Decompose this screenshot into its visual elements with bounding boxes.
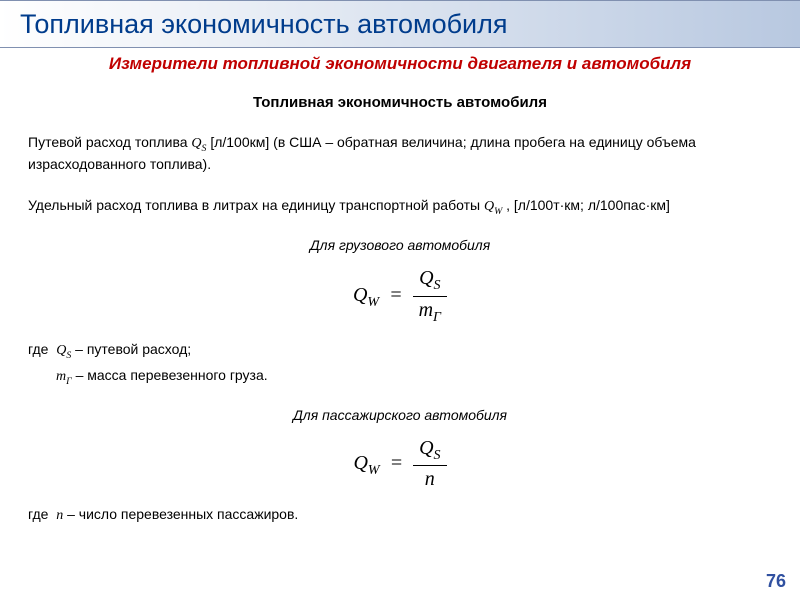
f2-den: n: [413, 466, 446, 493]
title-bar: Топливная экономичность автомобиля: [0, 0, 800, 48]
where2-line: mГ – масса перевезенного груза.: [28, 366, 772, 388]
formula-truck: QW = QS mГ: [28, 265, 772, 328]
passenger-label: Для пассажирского автомобиля: [28, 406, 772, 425]
where-label: где: [28, 341, 48, 357]
var-qs: QS: [191, 136, 206, 151]
para1-pre: Путевой расход топлива: [28, 134, 191, 150]
para2-pre: Удельный расход топлива в литрах на един…: [28, 197, 484, 213]
where2-text: – масса перевезенного груза.: [72, 367, 268, 383]
var-qw: QW: [484, 199, 502, 214]
para2-post: , [л/100т·км; л/100пас·км]: [502, 197, 670, 213]
f2-num: QS: [413, 435, 446, 467]
subtitle: Измерители топливной экономичности двига…: [0, 54, 800, 74]
f1-den: mГ: [413, 297, 447, 328]
truck-label: Для грузового автомобиля: [28, 236, 772, 255]
where3-text: – число перевезенных пассажиров.: [63, 506, 298, 522]
f2-lhs: QW: [353, 452, 379, 474]
where-block-1: где QS – путевой расход; mГ – масса пере…: [28, 340, 772, 388]
where1-text: – путевой расход;: [71, 341, 191, 357]
page-number: 76: [766, 571, 786, 592]
f1-fraction: QS mГ: [413, 265, 447, 328]
where2-var: mГ: [56, 369, 72, 384]
f2-fraction: QS n: [413, 435, 446, 494]
f1-lhs: QW: [353, 284, 379, 306]
paragraph-1: Путевой расход топлива QS [л/100км] (в С…: [28, 133, 772, 174]
section-heading: Топливная экономичность автомобиля: [0, 94, 800, 111]
where-block-2: где n – число перевезенных пассажиров.: [28, 505, 772, 526]
formula-passenger: QW = QS n: [28, 435, 772, 494]
f1-num: QS: [413, 265, 447, 297]
paragraph-2: Удельный расход топлива в литрах на един…: [28, 196, 772, 218]
content-area: Путевой расход топлива QS [л/100км] (в С…: [0, 133, 800, 526]
where1-var: QS: [56, 343, 71, 358]
where-label-2: где: [28, 506, 48, 522]
page-title: Топливная экономичность автомобиля: [20, 9, 508, 40]
